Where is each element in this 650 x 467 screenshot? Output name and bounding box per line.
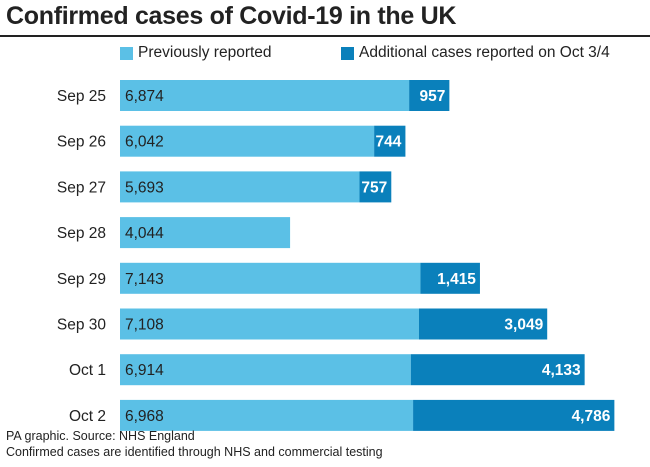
value-label-previously-reported-sep-29: 7,143 bbox=[125, 271, 164, 288]
bar-previously-reported-sep-29 bbox=[120, 262, 421, 294]
value-label-additional-cases-sep-30: 3,049 bbox=[504, 317, 543, 334]
value-label-additional-cases-sep-27: 757 bbox=[361, 179, 387, 196]
value-label-additional-cases-sep-26: 744 bbox=[376, 134, 402, 151]
bar-additional-cases-sep-29 bbox=[420, 262, 480, 294]
category-label-sep-29: Sep 29 bbox=[57, 271, 106, 288]
value-label-previously-reported-sep-26: 6,042 bbox=[125, 134, 164, 151]
category-label-oct-2: Oct 2 bbox=[69, 408, 106, 425]
category-label-sep-28: Sep 28 bbox=[57, 225, 106, 242]
value-label-previously-reported-sep-27: 5,693 bbox=[125, 179, 164, 196]
legend-label-additional-cases: Additional cases reported on Oct 3/4 bbox=[359, 44, 610, 61]
bar-previously-reported-sep-25 bbox=[120, 80, 410, 111]
value-label-previously-reported-sep-30: 7,108 bbox=[125, 317, 164, 334]
value-label-previously-reported-sep-28: 4,044 bbox=[125, 225, 164, 242]
value-label-additional-cases-oct-1: 4,133 bbox=[542, 362, 581, 379]
legend-item-previously-reported: Previously reported bbox=[120, 44, 272, 62]
bar-additional-cases-oct-1 bbox=[410, 354, 585, 386]
category-label-oct-1: Oct 1 bbox=[69, 362, 106, 379]
legend-swatch-additional-cases bbox=[341, 46, 354, 60]
category-label-sep-25: Sep 25 bbox=[57, 88, 106, 105]
chart-title: Confirmed cases of Covid-19 in the UK bbox=[6, 2, 457, 30]
bar-additional-cases-sep-25 bbox=[409, 80, 450, 111]
bar-previously-reported-sep-28 bbox=[120, 217, 291, 249]
value-label-previously-reported-oct-1: 6,914 bbox=[125, 362, 164, 379]
footer: PA graphic. Source: NHS England Confirme… bbox=[6, 428, 383, 460]
title-rule bbox=[0, 35, 650, 37]
source-note: PA graphic. Source: NHS England bbox=[6, 429, 195, 443]
value-label-additional-cases-sep-25: 957 bbox=[419, 88, 445, 105]
bar-additional-cases-sep-30 bbox=[418, 308, 548, 340]
legend-label-previously-reported: Previously reported bbox=[138, 44, 272, 61]
value-label-previously-reported-oct-2: 6,968 bbox=[125, 408, 164, 425]
value-label-additional-cases-oct-2: 4,786 bbox=[572, 408, 611, 425]
bar-additional-cases-sep-26 bbox=[374, 125, 406, 157]
category-label-sep-30: Sep 30 bbox=[57, 317, 107, 334]
legend-swatch-previously-reported bbox=[120, 46, 133, 60]
legend-item-additional-cases: Additional cases reported on Oct 3/4 bbox=[341, 44, 610, 62]
bar-previously-reported-oct-1 bbox=[120, 354, 411, 386]
value-label-additional-cases-sep-29: 1,415 bbox=[437, 271, 476, 288]
bar-additional-cases-sep-27 bbox=[359, 171, 392, 203]
bar-additional-cases-oct-2 bbox=[413, 399, 615, 431]
bar-previously-reported-sep-27 bbox=[120, 171, 360, 203]
bar-previously-reported-sep-26 bbox=[120, 125, 375, 157]
category-label-sep-27: Sep 27 bbox=[57, 179, 106, 196]
bar-previously-reported-sep-30 bbox=[120, 308, 419, 340]
testing-note: Confirmed cases are identified through N… bbox=[6, 445, 383, 459]
bar-previously-reported-oct-2 bbox=[120, 399, 414, 431]
value-label-previously-reported-sep-25: 6,874 bbox=[125, 88, 164, 105]
category-label-sep-26: Sep 26 bbox=[57, 134, 106, 151]
